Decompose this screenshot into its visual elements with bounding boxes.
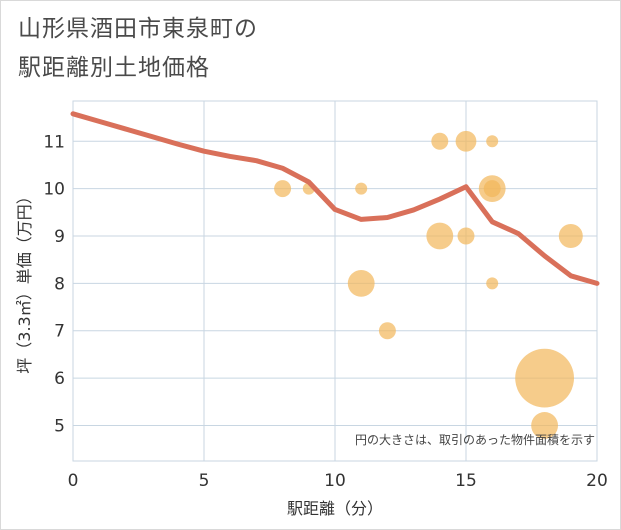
bubble-point [486, 135, 499, 148]
tick-labels: 0 5 10 15 20 5 6 7 8 9 10 11 [43, 132, 607, 491]
x-tick-label: 5 [199, 471, 210, 491]
trend-line-layer [70, 111, 600, 286]
trend-line [70, 111, 600, 286]
x-tick-label: 15 [455, 471, 477, 491]
bubble-point [531, 412, 559, 439]
y-tick-label: 10 [43, 180, 65, 200]
y-tick-label: 7 [54, 322, 65, 342]
bubble-point [457, 227, 475, 245]
bubbles [274, 130, 583, 439]
bubble-point [483, 180, 501, 198]
size-annotation: 円の大きさは、取引のあった物件面積を示す [355, 432, 595, 447]
chart-title-line-1: 山形県酒田市東泉町の [18, 16, 258, 42]
bubble-point [347, 269, 375, 297]
y-tick-label: 6 [54, 369, 65, 389]
bubble-point [426, 222, 454, 250]
bubble-point [274, 180, 292, 198]
bubble-point [486, 277, 499, 290]
y-tick-label: 9 [54, 227, 65, 247]
y-axis-label: 坪（3.3㎡）単価（万円） [15, 188, 34, 373]
grid [72, 100, 598, 462]
y-tick-label: 8 [54, 274, 65, 294]
chart-title-line-2: 駅距離別土地価格 [18, 55, 210, 81]
axis-labels: 駅距離（分） 坪（3.3㎡）単価（万円） 円の大きさは、取引のあった物件面積を示… [15, 188, 595, 518]
bubble-point [515, 348, 574, 408]
x-tick-label: 20 [586, 471, 608, 491]
x-tick-label: 10 [324, 471, 346, 491]
bubble-point [455, 130, 477, 152]
y-tick-label: 11 [43, 132, 65, 152]
y-tick-label: 5 [54, 416, 65, 436]
bubble-point [558, 224, 583, 248]
bubble-point [355, 182, 368, 195]
x-tick-label: 0 [68, 471, 79, 491]
bubble-point [431, 132, 449, 150]
x-axis-label: 駅距離（分） [287, 499, 383, 518]
bubble-point [378, 322, 396, 340]
